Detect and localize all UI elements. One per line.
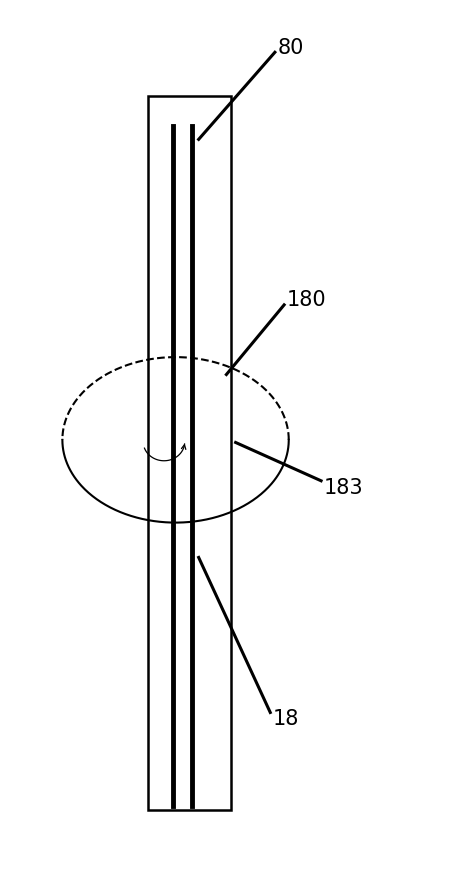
Text: 18: 18	[273, 709, 299, 728]
Text: 80: 80	[277, 38, 304, 57]
Text: 180: 180	[286, 291, 326, 310]
Text: 183: 183	[323, 478, 363, 497]
